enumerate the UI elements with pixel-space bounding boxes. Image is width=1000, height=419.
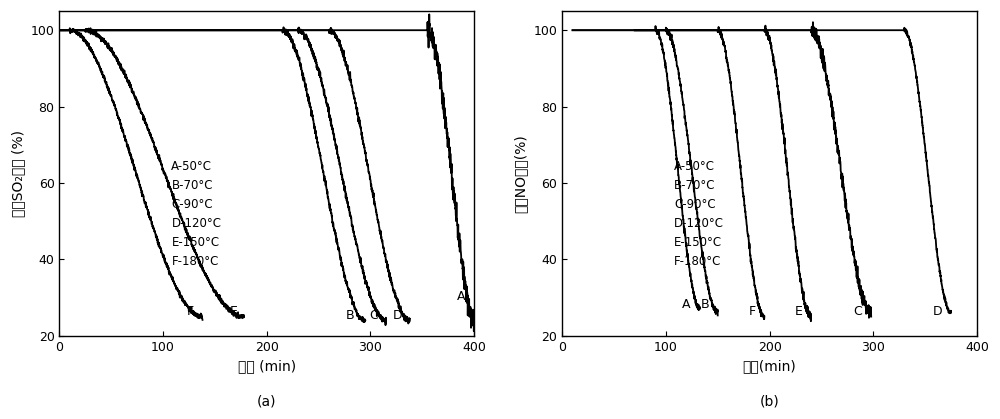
X-axis label: 时间(min): 时间(min) (743, 359, 796, 373)
Text: A: A (456, 290, 465, 303)
X-axis label: 时间 (min): 时间 (min) (238, 359, 296, 373)
Text: D: D (933, 305, 942, 318)
Text: A-50°C
B-70°C
C-90°C
D-120°C
E-150°C
F-180°C: A-50°C B-70°C C-90°C D-120°C E-150°C F-1… (674, 160, 724, 269)
Text: C: C (853, 305, 862, 318)
Text: E: E (795, 305, 803, 318)
Text: E: E (230, 305, 238, 318)
Y-axis label: 脱除NO效率(%): 脱除NO效率(%) (514, 134, 528, 213)
Text: A: A (682, 297, 691, 310)
Text: D: D (393, 309, 402, 322)
Text: F: F (748, 305, 756, 318)
Text: B: B (345, 309, 354, 322)
Text: B: B (701, 297, 710, 310)
Text: (b): (b) (760, 394, 779, 408)
Text: A-50°C
B-70°C
C-90°C
D-120°C
E-150°C
F-180°C: A-50°C B-70°C C-90°C D-120°C E-150°C F-1… (171, 160, 221, 269)
Text: C: C (369, 309, 378, 322)
Y-axis label: 脱除SO₂效率 (%): 脱除SO₂效率 (%) (11, 130, 25, 217)
Text: F: F (186, 305, 194, 318)
Text: (a): (a) (257, 394, 277, 408)
